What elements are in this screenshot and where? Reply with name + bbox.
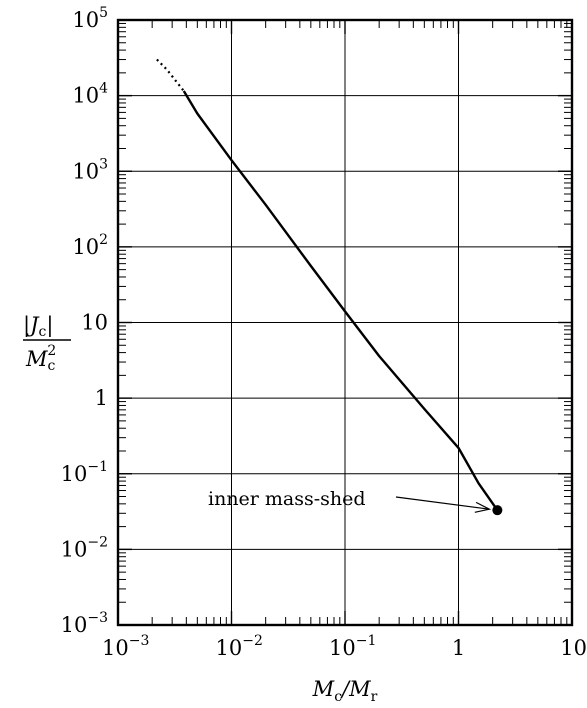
y-tick-label: 10−1 xyxy=(61,459,108,486)
series-line-solid xyxy=(182,90,499,511)
annotation: inner mass-shed xyxy=(208,488,492,513)
tick-labels: 10−3 10−2 10−1 1 10 10−3 10−2 10−1 1 10 102 103 104 1… xyxy=(61,5,587,660)
y-label-denominator: Mc2 xyxy=(25,343,56,374)
annotation-arrow-head xyxy=(474,501,492,513)
y-tick-label: 102 xyxy=(72,232,108,259)
annotation-arrow-line xyxy=(395,496,490,510)
grid xyxy=(118,20,572,625)
y-tick-label: 1 xyxy=(95,386,108,410)
x-tick-label: 10 xyxy=(560,636,587,660)
x-tick-label: 10−1 xyxy=(329,633,376,660)
x-axis-label: Mc/Mr xyxy=(312,677,378,705)
x-tick-label: 10−2 xyxy=(216,633,263,660)
minor-ticks xyxy=(118,20,572,625)
plot-frame xyxy=(116,18,574,627)
y-tick-label: 10−2 xyxy=(61,534,108,561)
y-tick-label: 10 xyxy=(81,311,108,335)
y-tick-label: 103 xyxy=(72,156,108,183)
x-tick-label: 10−3 xyxy=(102,633,149,660)
x-tick-label: 1 xyxy=(452,636,465,660)
y-axis-label: |Jc| Mc2 xyxy=(23,313,71,374)
series-layer xyxy=(156,58,503,516)
endpoint-marker xyxy=(492,505,503,516)
y-tick-label: 104 xyxy=(72,81,108,108)
series-line-dotted xyxy=(156,58,185,92)
y-label-numerator: |Jc| xyxy=(23,313,53,340)
annotation-label: inner mass-shed xyxy=(208,488,366,510)
y-tick-label: 105 xyxy=(72,5,108,32)
y-tick-label: 10−3 xyxy=(61,610,108,637)
